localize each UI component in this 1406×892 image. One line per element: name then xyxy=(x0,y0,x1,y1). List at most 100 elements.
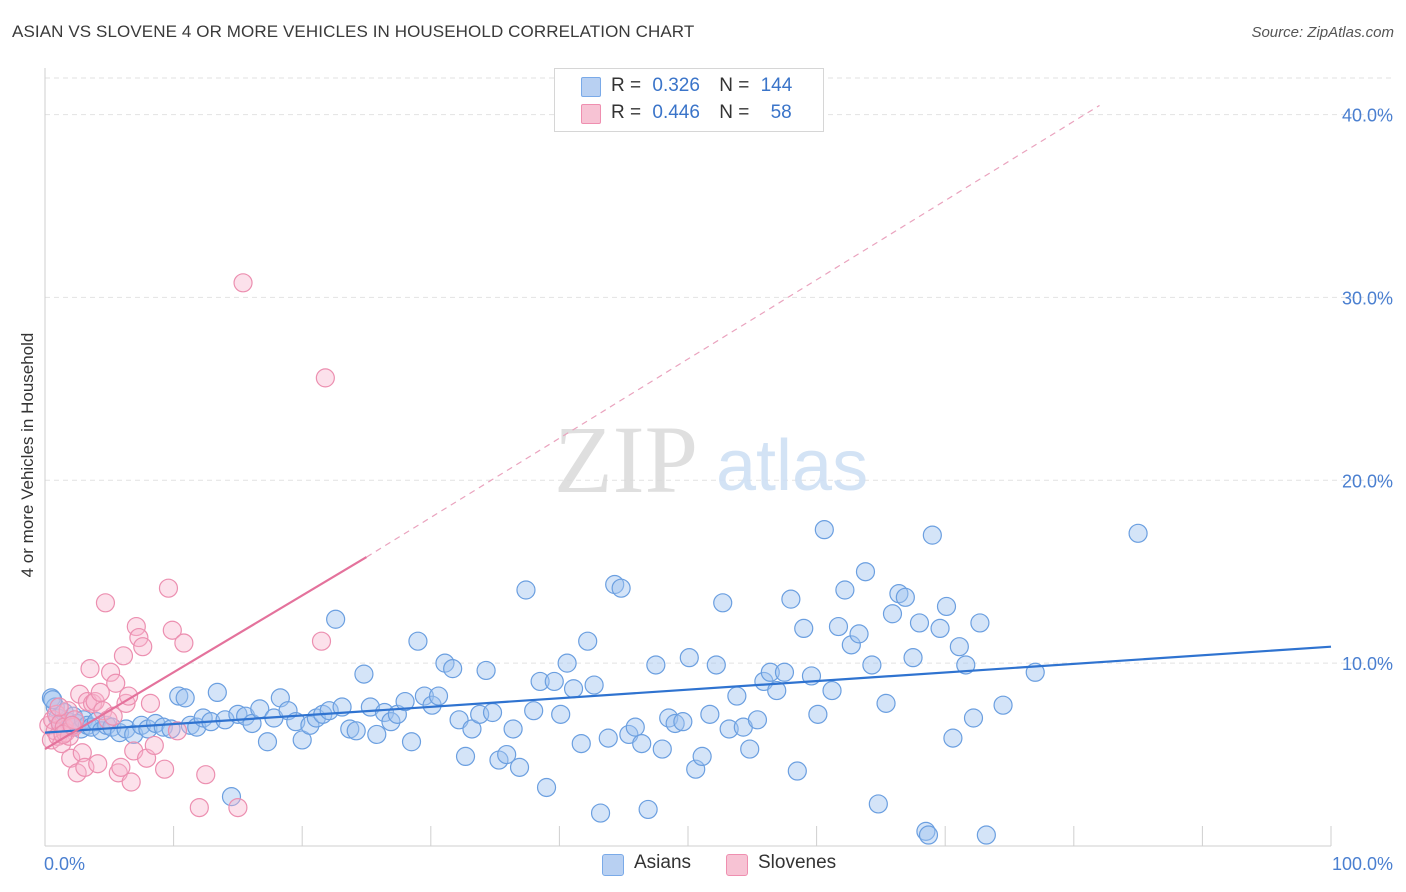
asians-point xyxy=(536,777,557,798)
asians-point xyxy=(476,660,496,681)
asians-point xyxy=(787,761,807,781)
asians-point xyxy=(916,821,936,841)
asians-point xyxy=(949,637,969,657)
watermark-zip: ZIP xyxy=(554,406,698,513)
asians-point xyxy=(509,757,530,777)
asians-point xyxy=(835,580,855,600)
asians-point xyxy=(632,733,652,754)
asians-point xyxy=(207,682,227,703)
asians-point xyxy=(381,712,401,732)
asians-point xyxy=(740,739,760,759)
asians-point xyxy=(665,713,685,734)
asians-point xyxy=(841,635,861,655)
asians-point xyxy=(903,648,923,668)
asians-point xyxy=(563,679,584,699)
asians-point xyxy=(503,719,523,739)
slovenes-point xyxy=(311,631,332,651)
legend-n-label: N = xyxy=(719,75,750,96)
asians-point xyxy=(530,671,550,692)
slovenes-point xyxy=(49,697,69,717)
asians-point xyxy=(767,680,787,701)
slovenes-point xyxy=(174,633,194,653)
slovenes-point xyxy=(133,637,153,657)
slovenes-point xyxy=(121,772,141,792)
slovenes-point xyxy=(167,721,188,741)
asians-point xyxy=(970,613,990,633)
asians-point xyxy=(497,744,517,765)
asians-point xyxy=(909,613,930,633)
asians-point xyxy=(611,578,631,598)
asians-point xyxy=(679,648,699,668)
asians-point xyxy=(808,704,828,724)
asians-point xyxy=(401,732,422,752)
asians-point xyxy=(221,787,242,807)
slovenes-point xyxy=(189,797,209,818)
asians-point xyxy=(652,739,672,759)
asians-trend-line xyxy=(44,645,1332,734)
legend-n-value: 144 xyxy=(760,75,793,96)
slovenes-point xyxy=(162,620,182,640)
slovenes-trend-line xyxy=(44,556,368,751)
asians-point xyxy=(605,574,625,595)
asians-point xyxy=(889,584,909,604)
legend-r-label: R = xyxy=(611,75,642,96)
slovenes-point xyxy=(75,757,95,777)
asians-point xyxy=(936,596,957,617)
slovenes-point xyxy=(72,743,92,763)
slovenes-point xyxy=(154,759,175,779)
asians-point xyxy=(408,631,428,651)
asians-point xyxy=(175,688,195,708)
bottom-legend-swatch-asians xyxy=(602,854,624,876)
asians-point xyxy=(794,618,814,639)
asians-point xyxy=(930,618,950,639)
asians-point xyxy=(557,653,577,673)
asians-point xyxy=(551,704,571,724)
chart-title: ASIAN VS SLOVENE 4 OR MORE VEHICLES IN H… xyxy=(12,22,695,41)
asians-point xyxy=(822,680,842,701)
asians-point xyxy=(922,525,942,545)
bottom-legend-label-asians: Asians xyxy=(634,852,692,873)
x-tick-label: 100.0% xyxy=(1332,854,1393,874)
slovenes-point xyxy=(95,593,116,613)
slovenes-point xyxy=(196,765,216,785)
asians-point xyxy=(544,671,564,692)
grid-lines xyxy=(45,77,1395,664)
legend-n-value: 58 xyxy=(770,102,792,123)
slovenes-point xyxy=(118,686,139,706)
legend-swatch-asians xyxy=(581,77,601,97)
asians-point xyxy=(319,701,339,721)
asians-point xyxy=(395,691,415,712)
y-axis-label: 4 or more Vehicles in Household xyxy=(18,333,37,578)
asians-point xyxy=(43,690,63,710)
asians-point xyxy=(692,746,712,767)
asians-point xyxy=(482,702,503,723)
asians-point xyxy=(516,580,536,600)
tick-labels: 10.0% 20.0% 30.0% 40.0% 0.0% 100.0% xyxy=(44,106,1393,874)
slovenes-point xyxy=(113,646,134,666)
bottom-legend-swatch-slovenes xyxy=(726,854,748,876)
asians-point xyxy=(895,587,915,607)
asians-point xyxy=(963,708,984,728)
legend-swatch-slovenes xyxy=(581,104,601,124)
asians-point xyxy=(354,664,374,684)
asians-point xyxy=(849,624,869,644)
legend-n-label: N = xyxy=(719,102,750,123)
slovenes-point xyxy=(233,273,253,293)
y-tick-label: 40.0% xyxy=(1342,106,1393,126)
asians-point xyxy=(169,686,189,706)
asians-point xyxy=(943,728,963,748)
asians-point xyxy=(443,659,463,679)
slovenes-point xyxy=(315,368,335,388)
asians-point xyxy=(300,715,320,735)
asians-point xyxy=(638,799,658,820)
asians-point xyxy=(956,655,976,675)
asians-point xyxy=(428,686,449,706)
asians-point xyxy=(625,717,645,737)
asians-point xyxy=(828,616,849,637)
x-tick-label: 0.0% xyxy=(44,854,85,874)
asians-point xyxy=(747,710,768,730)
slovenes-point xyxy=(88,754,108,774)
asians-point xyxy=(976,825,996,845)
y-tick-label: 20.0% xyxy=(1342,471,1393,491)
watermark: ZIP atlas xyxy=(554,406,868,513)
